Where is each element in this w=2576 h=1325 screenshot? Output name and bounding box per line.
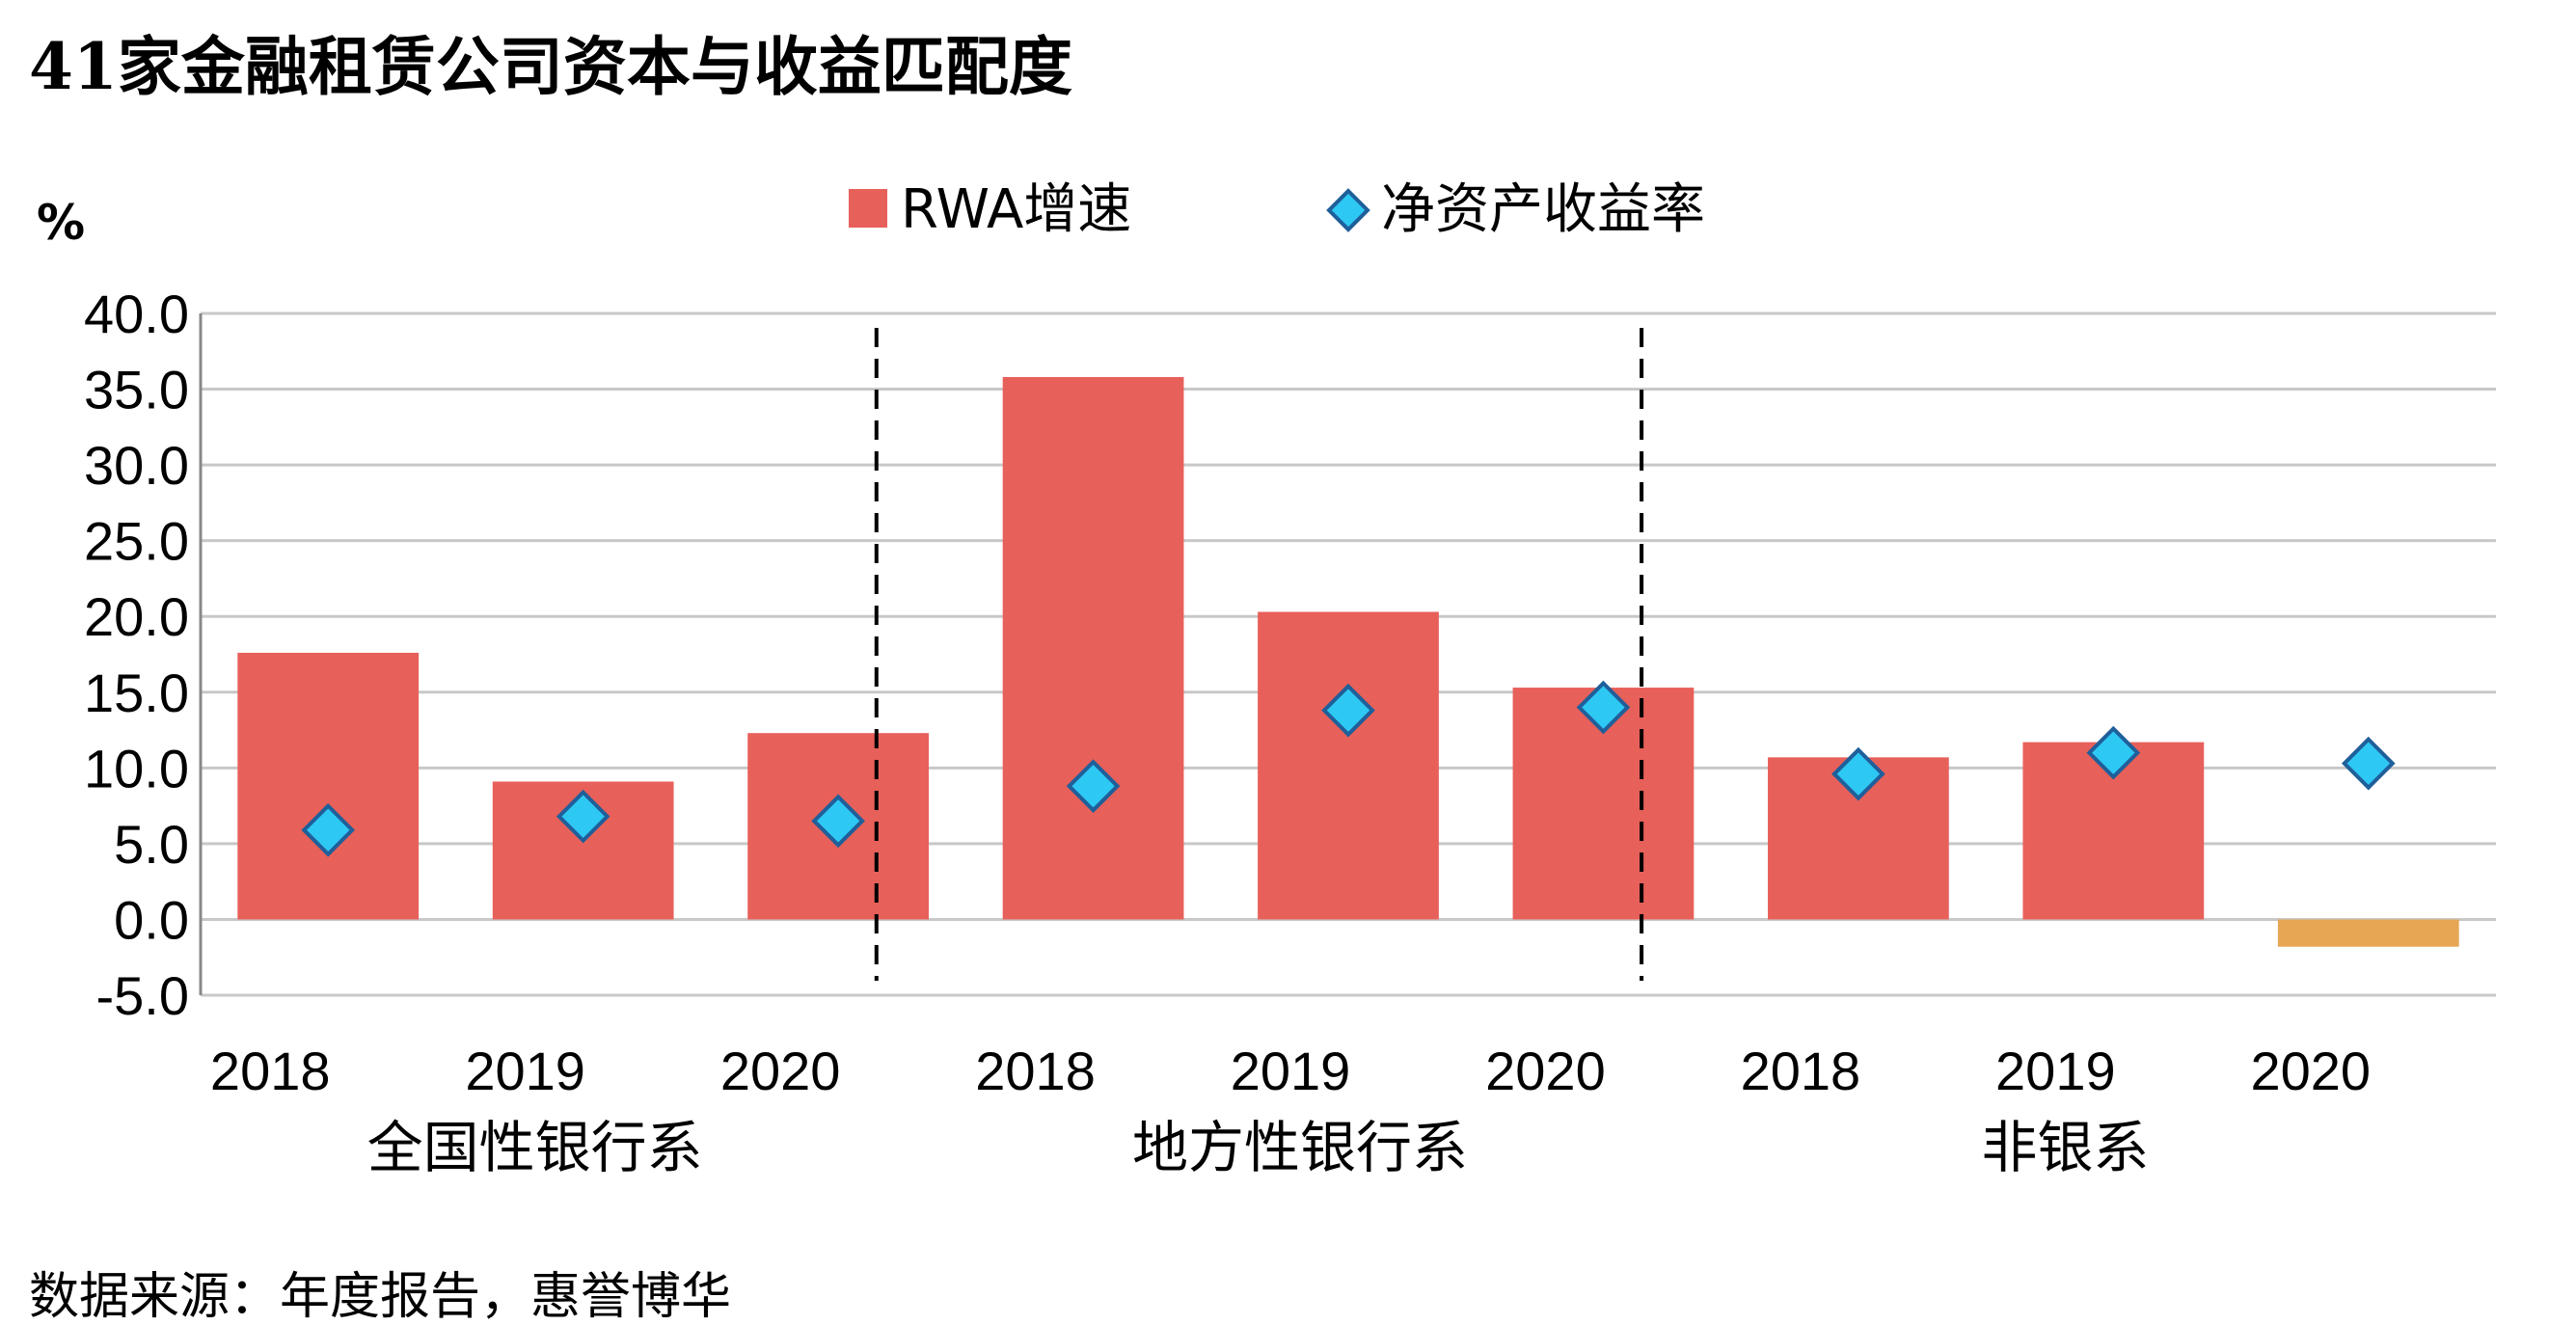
roe-marker (556, 789, 610, 844)
x-tick-label: 2019 (465, 1041, 585, 1101)
y-tick-label: 35.0 (84, 360, 189, 420)
y-tick-label: 0.0 (114, 889, 189, 950)
roe-marker (811, 794, 865, 849)
group-separators (874, 328, 1644, 981)
y-tick-label: 20.0 (84, 586, 189, 647)
x-tick-label: 2020 (720, 1041, 841, 1101)
x-tick-label: 2019 (1231, 1041, 1351, 1101)
chart-title: 41家金融租赁公司资本与收益匹配度 (29, 29, 1072, 104)
x-tick-label: 2018 (975, 1041, 1096, 1101)
y-tick-label: 10.0 (84, 738, 189, 798)
x-axis-ticks: 2018 2019 2020 2018 2019 2020 2018 2019 2020 (210, 1041, 2371, 1101)
x-tick-label: 2018 (210, 1041, 331, 1101)
x-tick-label: 2020 (2250, 1041, 2371, 1101)
roe-marker (1321, 683, 1375, 738)
bars (237, 376, 2459, 947)
x-tick-label: 2019 (1995, 1041, 2116, 1101)
legend-label-roe: 净资产收益率 (1381, 178, 1705, 241)
roe-marker (1066, 759, 1121, 814)
x-tick-label: 2018 (1741, 1041, 1861, 1101)
y-axis-ticks: 40.0 35.0 30.0 25.0 20.0 15.0 10.0 5.0 0.0 -5.0 (84, 284, 189, 1026)
x-group-label: 非银系 (1981, 1115, 2149, 1180)
legend: RWA增速 净资产收益率 (849, 178, 1705, 241)
x-axis-groups: 全国性银行系 地方性银行系 非银系 (367, 1115, 2150, 1180)
roe-markers (301, 680, 2396, 857)
legend-label-rwa: RWA增速 (901, 178, 1131, 241)
x-tick-label: 2020 (1485, 1041, 1606, 1101)
roe-marker (1831, 746, 1885, 801)
roe-marker (301, 802, 356, 857)
roe-marker (1576, 680, 1631, 735)
y-tick-label: 5.0 (114, 814, 189, 875)
x-group-label: 全国性银行系 (367, 1115, 703, 1180)
roe-marker (2086, 725, 2141, 780)
y-tick-label: -5.0 (96, 965, 190, 1026)
roe-marker (2341, 736, 2396, 791)
y-axis-unit-label: % (37, 195, 85, 251)
rwa-bar (1002, 376, 1184, 920)
y-tick-label: 40.0 (84, 284, 189, 344)
y-tick-label: 30.0 (84, 435, 189, 496)
legend-bar-swatch (849, 189, 887, 228)
rwa-bar (2277, 919, 2459, 947)
source-note: 数据来源：年度报告，惠誉博华 (29, 1268, 731, 1325)
legend-diamond-marker (1326, 188, 1370, 232)
rwa-bar (1258, 611, 1439, 920)
x-group-label: 地方性银行系 (1132, 1115, 1468, 1180)
y-tick-label: 15.0 (84, 662, 189, 723)
rwa-bar (237, 652, 420, 920)
y-tick-label: 25.0 (84, 511, 189, 572)
